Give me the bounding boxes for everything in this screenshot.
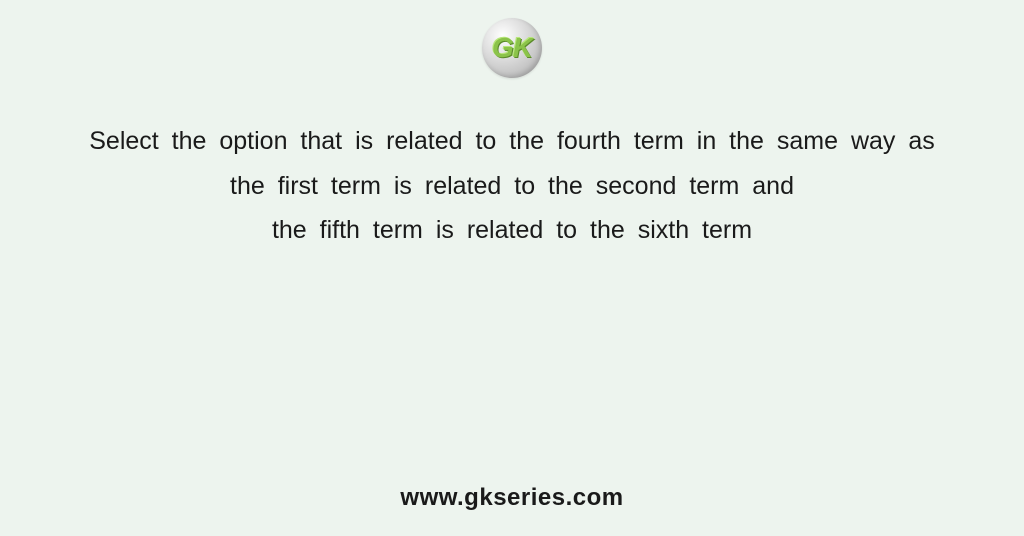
logo-circle: GK — [482, 18, 542, 78]
question-line-3: the fifth term is related to the sixth t… — [77, 209, 947, 252]
logo-text: GK — [492, 32, 532, 64]
question-line-1: Select the option that is related to the… — [77, 120, 947, 163]
question-line-2: the first term is related to the second … — [77, 165, 947, 208]
logo-container: GK — [482, 18, 542, 78]
question-block: Select the option that is related to the… — [77, 120, 947, 254]
footer-url: www.gkseries.com — [400, 484, 623, 512]
